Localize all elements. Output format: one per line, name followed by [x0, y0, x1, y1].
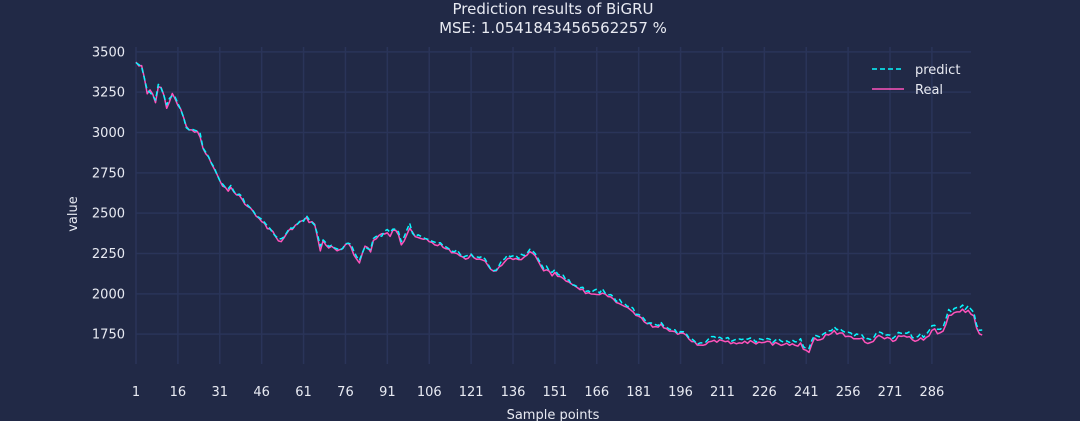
y-tick-label: 3000: [92, 126, 125, 141]
x-tick-label: 76: [337, 385, 354, 400]
y-axis-label: value: [66, 196, 81, 232]
x-tick-label: 1: [132, 385, 140, 400]
x-tick-label: 106: [417, 385, 442, 400]
x-tick-label: 286: [919, 385, 944, 400]
legend-predict-label: predict: [915, 63, 960, 78]
x-tick-label: 256: [836, 385, 861, 400]
y-tick-label: 2750: [92, 166, 125, 181]
chart-subtitle: MSE: 1.0541843456562257 %: [439, 19, 667, 37]
x-tick-label: 121: [459, 385, 484, 400]
x-tick-label: 61: [295, 385, 312, 400]
y-tick-label: 2000: [92, 287, 125, 302]
x-axis-label: Sample points: [507, 408, 600, 421]
x-tick-label: 271: [878, 385, 903, 400]
y-tick-label: 3500: [92, 45, 125, 60]
x-tick-label: 166: [584, 385, 609, 400]
x-tick-label: 211: [710, 385, 735, 400]
x-tick-label: 91: [379, 385, 396, 400]
x-tick-label: 151: [542, 385, 567, 400]
chart-title: Prediction results of BiGRU: [452, 0, 653, 18]
x-tick-label: 46: [253, 385, 270, 400]
grid: [135, 47, 971, 364]
x-tick-label: 136: [501, 385, 526, 400]
legend-real-label: Real: [915, 83, 943, 98]
predict-line: [135, 62, 983, 350]
x-tick-label: 196: [668, 385, 693, 400]
y-tick-label: 2500: [92, 207, 125, 222]
real-line: [135, 61, 983, 354]
y-tick-label: 2250: [92, 247, 125, 262]
y-tick-label: 3250: [92, 86, 125, 101]
tick-labels: 1 16 31 46 61 76 91 106 121 136 151 166 181 196 211 226…: [92, 45, 944, 400]
y-tick-label: 1750: [92, 328, 125, 343]
x-tick-label: 241: [794, 385, 819, 400]
series-lines: [135, 61, 983, 354]
legend: predict Real: [872, 63, 960, 98]
x-tick-label: 16: [170, 385, 187, 400]
x-tick-label: 181: [626, 385, 651, 400]
x-tick-label: 226: [752, 385, 777, 400]
x-tick-label: 31: [212, 385, 229, 400]
